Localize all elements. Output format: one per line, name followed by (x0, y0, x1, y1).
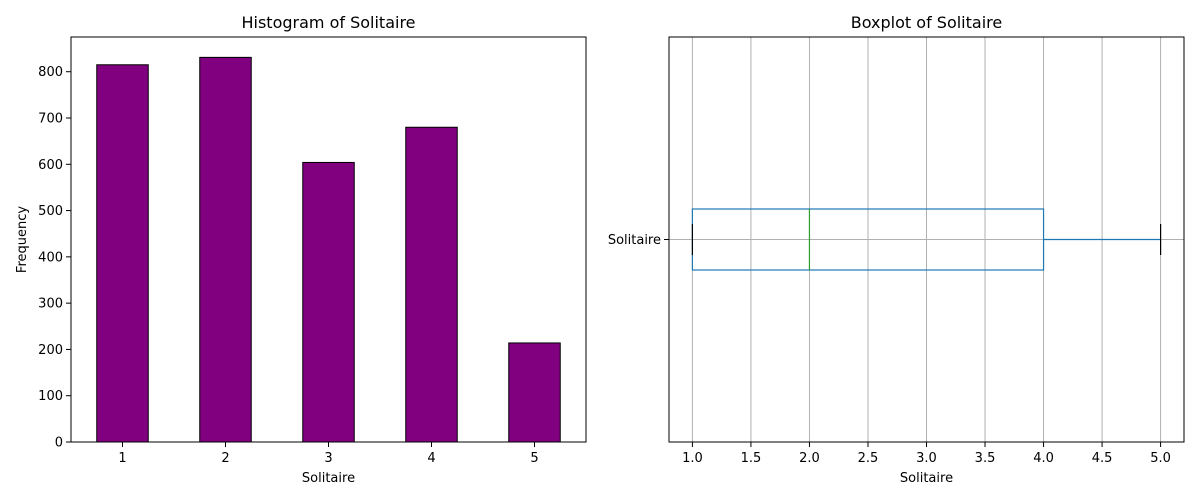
histogram-x-tick-label: 5 (530, 451, 538, 466)
histogram-x-tick-label: 4 (427, 451, 435, 466)
boxplot-x-tick-label: 2.0 (799, 451, 820, 466)
histogram-bar-2 (199, 56, 252, 443)
histogram-y-tick-label: 200 (38, 343, 63, 358)
boxplot-chart: Boxplot of Solitaire 1.0 1.5 2.0 2.5 3.0 3.5 4… (608, 13, 1185, 486)
boxplot-x-tick-label: 4.0 (1033, 451, 1054, 466)
boxplot-title: Boxplot of Solitaire (851, 13, 1002, 32)
histogram-y-tick-label: 700 (38, 112, 63, 127)
histogram-title: Histogram of Solitaire (241, 13, 415, 32)
histogram-plot-frame (70, 36, 587, 443)
boxplot-y-tick-label: Solitaire (608, 233, 661, 248)
histogram-x-tick-label: 3 (324, 451, 332, 466)
boxplot-x-tick-label: 3.5 (975, 451, 996, 466)
histogram-chart: Histogram of Solitaire 0 100 200 300 400 500 6… (15, 13, 587, 486)
boxplot-x-tick-label: 5.0 (1150, 451, 1171, 466)
histogram-bar-1 (96, 64, 149, 443)
histogram-y-axis-label: Frequency (15, 206, 30, 273)
histogram-y-tick-label: 300 (38, 297, 63, 312)
boxplot-x-tick-label: 1.0 (682, 451, 703, 466)
boxplot-x-tick-label: 2.5 (858, 451, 879, 466)
histogram-y-tick-label: 0 (55, 436, 63, 451)
histogram-x-tick-label: 1 (118, 451, 126, 466)
histogram-y-tick-label: 400 (38, 250, 63, 265)
histogram-y-tick-label: 800 (38, 65, 63, 80)
histogram-bar-4 (405, 126, 458, 443)
boxplot-x-tick-label: 1.5 (741, 451, 762, 466)
histogram-x-tick-label: 2 (221, 451, 229, 466)
boxplot-x-tick-label: 3.0 (916, 451, 937, 466)
histogram-bar-3 (302, 161, 355, 443)
boxplot-x-axis-label: Solitaire (900, 471, 953, 486)
boxplot-x-tick-label: 4.5 (1092, 451, 1113, 466)
boxplot-plot-frame (668, 36, 1185, 443)
histogram-y-tick-label: 500 (38, 204, 63, 219)
histogram-y-tick-label: 100 (38, 389, 63, 404)
histogram-x-axis-label: Solitaire (302, 471, 355, 486)
histogram-y-tick-label: 600 (38, 158, 63, 173)
histogram-bar-5 (508, 342, 561, 443)
